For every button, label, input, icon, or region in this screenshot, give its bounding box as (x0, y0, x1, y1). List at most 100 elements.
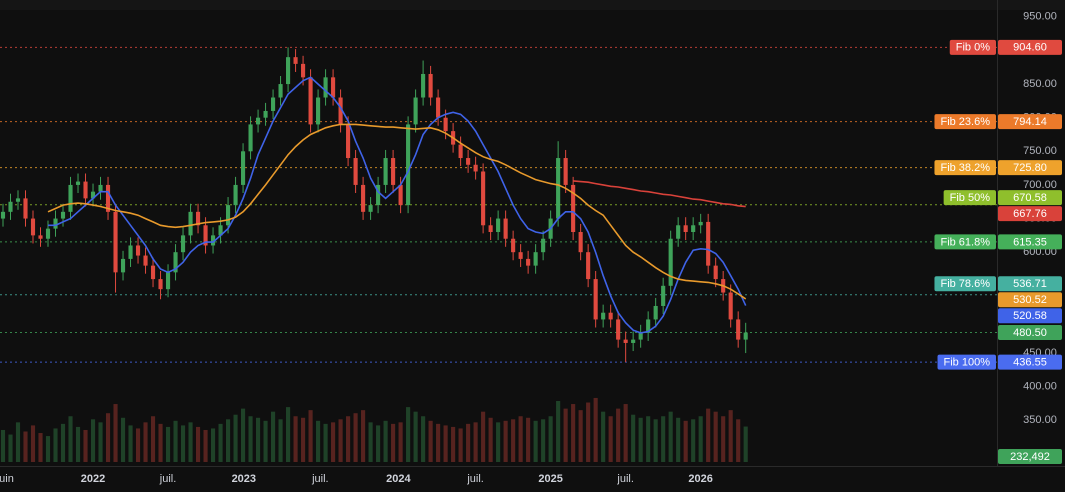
candle-body (473, 164, 478, 172)
price-badge-bg (998, 292, 1062, 308)
volume-bar (488, 417, 493, 462)
candle-body (556, 158, 561, 219)
volume-bar (563, 408, 568, 462)
candle-body (210, 235, 216, 246)
volume-bar (331, 422, 336, 462)
candle-body (533, 252, 538, 266)
volume-bar (203, 429, 208, 462)
volume-bar (346, 416, 351, 462)
candle-body (60, 211, 66, 219)
volume-bar (23, 431, 28, 462)
x-tick-label: juil. (616, 473, 634, 485)
price-badge-bg (998, 39, 1062, 55)
volume-bar (443, 425, 448, 462)
price-badge: 904.60 (1013, 42, 1047, 54)
price-badge: 794.14 (1013, 116, 1047, 128)
volume-bar (135, 428, 141, 462)
volume-bar (593, 397, 598, 462)
volume-bar (481, 411, 486, 462)
volume-bar (721, 416, 726, 462)
price-badge: 436.55 (1013, 357, 1047, 369)
candle-body (376, 184, 381, 206)
candle-body (316, 97, 321, 125)
candle-body (338, 97, 343, 125)
volume-bar (113, 404, 118, 462)
y-tick-label: 350.00 (1023, 414, 1057, 426)
x-tick-label: juin (0, 473, 14, 485)
volume-bar (653, 419, 658, 462)
fib-name-bg (937, 354, 996, 370)
candle-body (38, 235, 43, 239)
price-badge: 615.35 (1013, 236, 1047, 248)
volume-bar (451, 426, 456, 462)
fib-name: Fib 78.6% (940, 278, 990, 290)
candle-body (683, 225, 688, 233)
candle-body (278, 84, 283, 98)
volume-bar (278, 419, 283, 462)
candle-body (578, 232, 583, 253)
candle-body (233, 184, 238, 206)
price-badge-bg (998, 325, 1062, 341)
candle-body (736, 319, 741, 340)
x-tick-label: 2024 (386, 473, 411, 485)
candle-body (53, 218, 58, 229)
candle-body (263, 110, 268, 118)
candle-body (308, 77, 313, 125)
y-tick-label: 400.00 (1023, 381, 1057, 393)
price-badge: 670.58 (1013, 192, 1047, 204)
candle-body (608, 312, 613, 320)
candle-body (173, 252, 178, 273)
volume-bar (150, 416, 156, 462)
volume-bar (668, 411, 673, 462)
candle-body (8, 201, 13, 212)
volume-bar (608, 416, 613, 462)
candle-body (143, 255, 148, 266)
fib-name: Fib 61.8% (940, 236, 990, 248)
candle-body (361, 184, 366, 212)
candle-body (383, 158, 388, 185)
volume-bar (263, 420, 268, 462)
volume-bar (421, 416, 426, 462)
volume-bar (308, 410, 313, 462)
price-badge-bg (998, 354, 1062, 370)
price-badge-bg (998, 308, 1062, 324)
moving-average (47, 123, 747, 300)
volume-bar (195, 426, 201, 462)
x-tick-label: juil. (466, 473, 484, 485)
candle-body (188, 211, 193, 236)
candle-body (631, 339, 636, 343)
candle-body (458, 144, 463, 159)
price-badge-bg (998, 276, 1062, 292)
volume-bar (0, 429, 6, 462)
top-strip (0, 0, 1065, 10)
volume-bar (240, 408, 246, 462)
candle-body (113, 211, 118, 273)
volume-bar (353, 413, 358, 462)
price-badge: 667.76 (1013, 208, 1047, 220)
volume-bar (436, 423, 441, 462)
candle-body (150, 265, 156, 280)
candle-body (23, 198, 28, 219)
x-tick-label: 2022 (81, 473, 105, 485)
candle-body (443, 117, 448, 132)
volume-bar (578, 410, 583, 462)
volume-bar (120, 417, 126, 462)
candle-body (158, 279, 163, 290)
volume-bar (338, 419, 343, 462)
candle-body (0, 211, 6, 219)
volume-bar (98, 422, 103, 462)
volume-bar (586, 402, 591, 462)
candle-body (75, 181, 81, 185)
volume-bar (691, 419, 696, 462)
candle-body (195, 211, 201, 226)
price-badge: 536.71 (1013, 278, 1047, 290)
volume-bar (638, 417, 643, 462)
volume-bar (256, 417, 261, 462)
volume-bar (728, 410, 733, 462)
volume-bar (406, 407, 411, 462)
candle-body (135, 245, 141, 256)
badges: 904.60 Fib 0% 794.14 Fib 23.6% 725.80 Fib 38.… (934, 39, 1062, 464)
candle-body (503, 218, 508, 239)
volume-bar (383, 420, 388, 462)
